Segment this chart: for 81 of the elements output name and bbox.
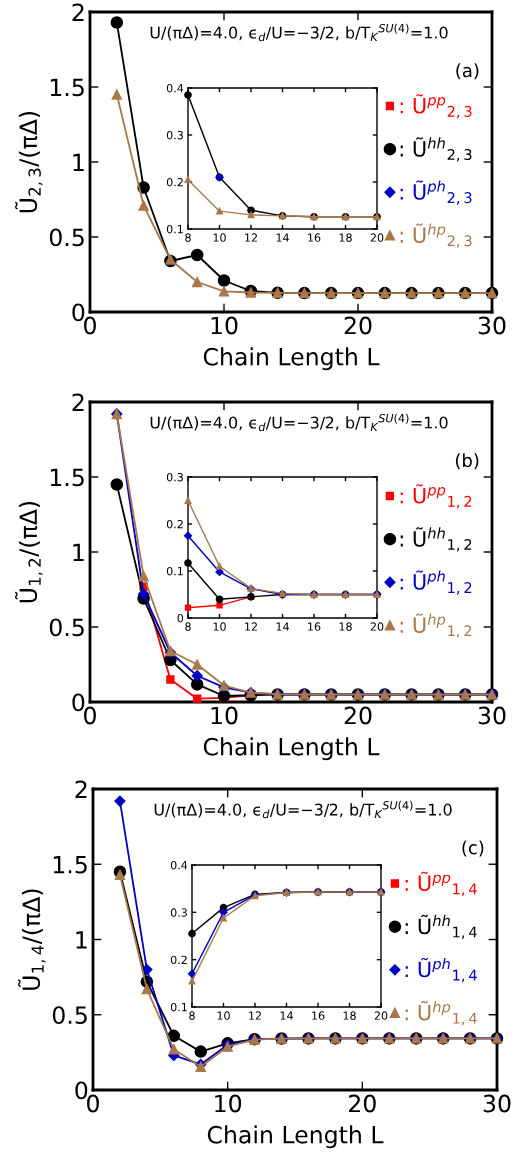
legend-label: : Ũ$^{hh}$$_{2,3}$ — [400, 137, 472, 162]
annotation: (c) — [462, 840, 484, 857]
x-axis-title: Chain Length L — [203, 347, 380, 371]
x-tick-label: 20 — [374, 1011, 388, 1020]
y-tick-label: 1 — [73, 153, 84, 171]
x-tick-label: 30 — [483, 1094, 511, 1113]
x-tick-label: 12 — [245, 233, 257, 242]
x-tick-label: 8 — [185, 233, 191, 242]
x-tick-label: 14 — [276, 622, 289, 631]
x-tick-label: 20 — [370, 233, 384, 242]
y-tick-label: 0.1 — [166, 566, 183, 576]
y-tick-label: 2 — [72, 393, 84, 411]
y-tick-label: 1 — [76, 931, 87, 949]
y-tick-label: 0.2 — [166, 519, 183, 529]
y-tick-label: 0.3 — [170, 908, 187, 917]
y-tick-label: 2 — [75, 780, 87, 798]
y-tick-label: 2 — [72, 3, 84, 21]
legend-label: : Ũ$^{pp}$$_{2,3}$ — [400, 94, 472, 119]
x-tick-label: 10 — [211, 706, 238, 725]
annotation: U/(πΔ)=4.0, ϵ$_{d}$/U=−3/2, b/T$_{K}$$^{SU(4)}$=1.0 — [150, 23, 448, 42]
y-tick-label: 0.1 — [170, 1002, 187, 1012]
legend-label: : Ũ$^{ph}$$_{1,2}$ — [400, 570, 472, 595]
x-tick-label: 14 — [280, 1011, 293, 1020]
x-tick-label: 16 — [308, 233, 321, 242]
x-tick-label: 20 — [349, 1094, 376, 1113]
legend-label: : Ũ$^{hh}$$_{1,2}$ — [400, 527, 472, 552]
y-tick-label: 1.5 — [50, 78, 84, 97]
y-axis-title: Ũ$_{1,4}$/(πΔ) — [18, 889, 46, 990]
annotation: (a) — [456, 63, 479, 80]
y-tick-label: 0 — [75, 1081, 88, 1100]
legend-label: : Ũ$^{hp}$$_{1,4}$ — [405, 1001, 477, 1026]
y-tick-label: 1.5 — [53, 856, 87, 874]
y-tick-label: 0.5 — [52, 1006, 87, 1025]
x-tick-label: 18 — [339, 622, 352, 631]
x-tick-label: 20 — [370, 622, 384, 631]
x-tick-label: 20 — [344, 706, 372, 725]
x-axis-title: Chain Length L — [203, 737, 380, 761]
x-tick-label: 30 — [478, 316, 506, 335]
x-tick-label: 14 — [276, 233, 289, 242]
y-tick-label: 0.4 — [166, 83, 184, 93]
y-tick-label: 0 — [72, 303, 85, 322]
x-tick-label: 12 — [249, 1011, 261, 1020]
y-tick-label: 0.3 — [166, 472, 183, 482]
legend-label: : Ũ$^{ph}$$_{2,3}$ — [400, 180, 472, 205]
x-tick-label: 16 — [312, 1011, 325, 1020]
y-tick-label: 0.5 — [49, 228, 84, 247]
x-tick-label: 8 — [185, 622, 191, 631]
y-tick-label: 0.1 — [166, 224, 183, 234]
annotation: (b) — [455, 453, 479, 470]
x-axis-title: Chain Length L — [207, 1125, 384, 1149]
x-tick-label: 30 — [478, 706, 506, 725]
legend-label: : Ũ$^{hp}$$_{1,2}$ — [400, 613, 472, 638]
y-tick-label: 0 — [72, 693, 85, 712]
y-tick-label: 0.2 — [166, 177, 183, 187]
x-tick-label: 10 — [213, 622, 226, 631]
x-tick-label: 8 — [189, 1011, 195, 1020]
legend-label: : Ũ$^{hh}$$_{1,4}$ — [405, 914, 477, 940]
y-axis-title: Ũ$_{1,2}$/(πΔ) — [15, 501, 43, 603]
annotation: U/(πΔ)=4.0, ϵ$_{d}$/U=−3/2, b/T$_{K}$$^{SU(4)}$=1.0 — [154, 800, 452, 819]
x-tick-label: 10 — [217, 1011, 230, 1020]
y-axis-title: Ũ$_{2,3}$/(πΔ) — [15, 111, 43, 213]
x-tick-label: 10 — [215, 1094, 242, 1113]
y-tick-label: 0.3 — [166, 130, 183, 140]
x-tick-label: 20 — [344, 316, 372, 335]
x-tick-label: 18 — [339, 233, 352, 242]
annotation: U/(πΔ)=4.0, ϵ$_{d}$/U=−3/2, b/T$_{K}$$^{SU(4)}$=1.0 — [150, 413, 448, 432]
x-tick-label: 16 — [308, 622, 321, 631]
x-tick-label: 12 — [245, 622, 257, 631]
x-tick-label: 10 — [211, 316, 238, 335]
y-tick-label: 0.2 — [170, 955, 187, 965]
x-tick-label: 18 — [343, 1011, 356, 1020]
y-tick-label: 1.5 — [50, 468, 84, 487]
y-tick-label: 0 — [177, 613, 184, 623]
y-tick-label: 1 — [73, 543, 84, 561]
x-tick-label: 10 — [213, 233, 226, 242]
legend-label: : Ũ$^{pp}$$_{1,2}$ — [400, 484, 472, 509]
y-tick-label: 0.4 — [170, 860, 188, 870]
y-tick-label: 0.5 — [49, 618, 84, 637]
legend-label: : Ũ$^{pp}$$_{1,4}$ — [405, 871, 477, 896]
legend-label: : Ũ$^{hp}$$_{2,3}$ — [400, 223, 472, 248]
legend-label: : Ũ$^{ph}$$_{1,4}$ — [405, 957, 477, 983]
